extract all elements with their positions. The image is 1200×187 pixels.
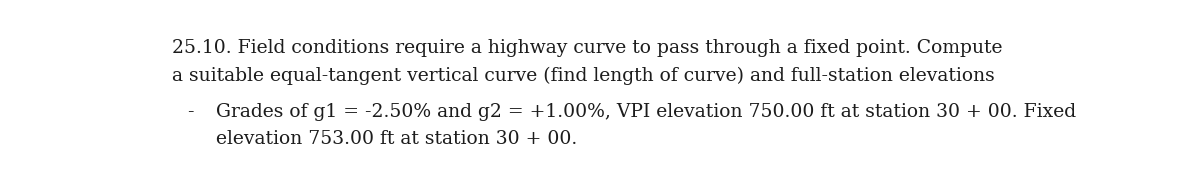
Text: a suitable equal-tangent vertical curve (find length of curve) and full-station : a suitable equal-tangent vertical curve … [172, 66, 995, 85]
Text: 25.10. Field conditions require a highway curve to pass through a fixed point. C: 25.10. Field conditions require a highwa… [172, 39, 1002, 57]
Text: Grades of g1 = -2.50% and g2 = +1.00%, VPI elevation 750.00 ft at station 30 + 0: Grades of g1 = -2.50% and g2 = +1.00%, V… [216, 103, 1076, 121]
Text: elevation 753.00 ft at station 30 + 00.: elevation 753.00 ft at station 30 + 00. [216, 130, 577, 148]
Text: -: - [187, 103, 193, 121]
